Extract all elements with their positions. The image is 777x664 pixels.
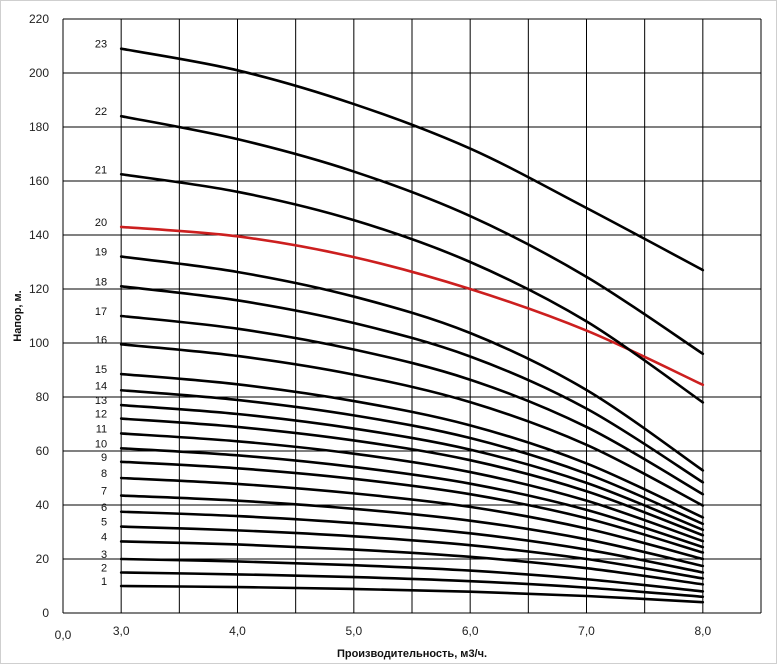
series-line-22 [119,114,705,356]
x-tick-label: 4,0 [229,624,246,638]
series-label-20: 20 [95,217,107,229]
series-label-17: 17 [95,306,107,318]
series-line-20 [119,225,705,387]
series-line-7 [119,494,705,568]
series-label-8: 8 [101,468,107,480]
series-label-5: 5 [101,517,107,529]
x-axis-title: Производительность, м3/ч. [337,648,487,660]
series-line-12 [119,417,705,537]
series-label-10: 10 [95,438,107,450]
y-tick-label: 20 [36,552,50,566]
series-line-9 [119,460,705,554]
y-tick-label: 200 [29,66,49,80]
series-label-4: 4 [101,531,107,543]
series-label-15: 15 [95,364,107,376]
series-line-21 [119,172,705,404]
y-tick-label: 60 [36,444,50,458]
y-tick-label: 140 [29,228,49,242]
x-tick-label: 3,0 [113,624,130,638]
series-line-13 [119,403,705,532]
series-line-4 [119,540,705,586]
series-line-19 [119,255,705,472]
y-tick-label: 100 [29,336,49,350]
series-line-18 [119,285,705,484]
series-line-10 [119,447,705,549]
series-label-22: 22 [95,106,107,118]
series-line-6 [119,510,705,574]
series-label-7: 7 [101,486,107,498]
x-origin-label: 0,0 [55,628,72,642]
y-tick-label: 180 [29,120,49,134]
series-line-16 [119,343,705,507]
series-lines [119,47,705,604]
y-tick-label: 80 [36,390,50,404]
x-tick-label: 6,0 [462,624,479,638]
series-label-9: 9 [101,452,107,464]
series-line-11 [119,432,705,543]
series-label-18: 18 [95,276,107,288]
series-label-23: 23 [95,39,107,51]
series-label-21: 21 [95,164,107,176]
series-line-8 [119,476,705,561]
series-label-19: 19 [95,247,107,259]
series-label-13: 13 [95,395,107,407]
series-line-23 [119,47,705,272]
y-axis-title: Напор, м. [12,290,24,341]
x-tick-label: 5,0 [345,624,362,638]
series-label-16: 16 [95,334,107,346]
series-label-6: 6 [101,502,107,514]
y-tick-label: 40 [36,498,50,512]
y-tick-label: 120 [29,282,49,296]
series-line-17 [119,314,705,496]
series-label-2: 2 [101,563,107,575]
series-label-3: 3 [101,549,107,561]
series-label-14: 14 [95,380,107,392]
series-label-1: 1 [101,576,107,588]
series-line-1 [119,584,705,604]
y-tick-label: 0 [42,606,49,620]
series-line-3 [119,557,705,593]
series-line-14 [119,388,705,526]
series-line-2 [119,571,705,599]
x-tick-label: 8,0 [694,624,711,638]
x-tick-label: 7,0 [578,624,595,638]
series-label-11: 11 [96,423,107,435]
y-tick-label: 220 [29,12,49,26]
series-label-12: 12 [95,409,107,421]
series-line-15 [119,372,705,519]
y-tick-label: 160 [29,174,49,188]
series-line-5 [119,525,705,580]
